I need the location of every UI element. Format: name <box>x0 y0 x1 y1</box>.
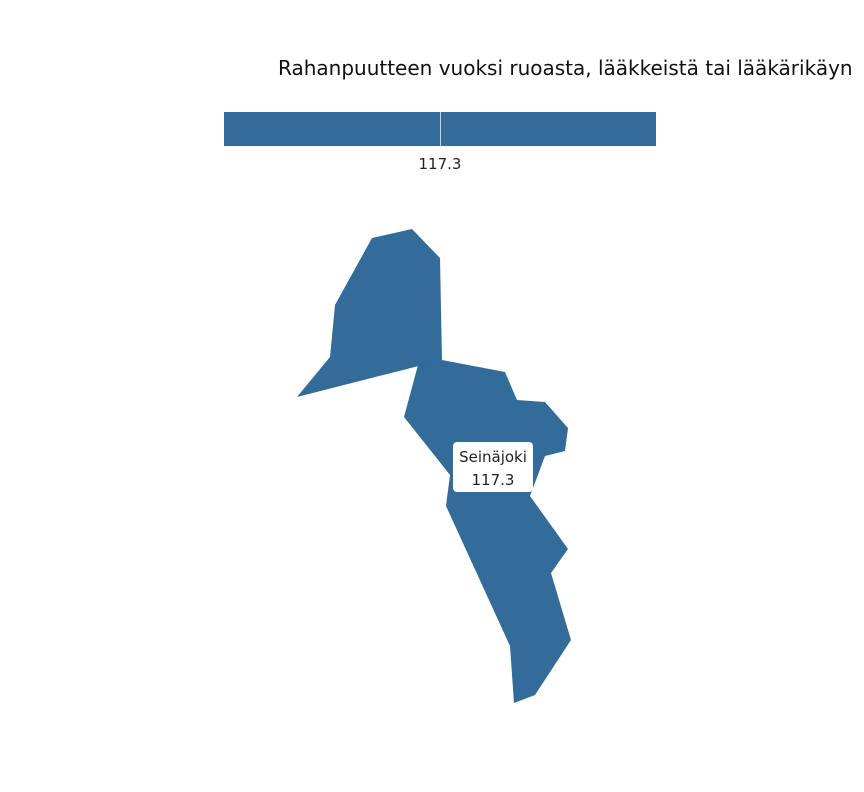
legend-tick-label: 117.3 <box>418 155 462 173</box>
region-seinajoki-north[interactable] <box>297 229 442 397</box>
region-seinajoki-south[interactable] <box>404 360 571 703</box>
legend-tick <box>440 112 441 146</box>
tooltip-region-value: 117.3 <box>471 471 515 489</box>
map-title: Rahanpuutteen vuoksi ruoasta, lääkkeistä… <box>278 56 853 80</box>
tooltip-region-name: Seinäjoki <box>459 448 527 466</box>
region-tooltip: Seinäjoki 117.3 <box>453 442 533 492</box>
